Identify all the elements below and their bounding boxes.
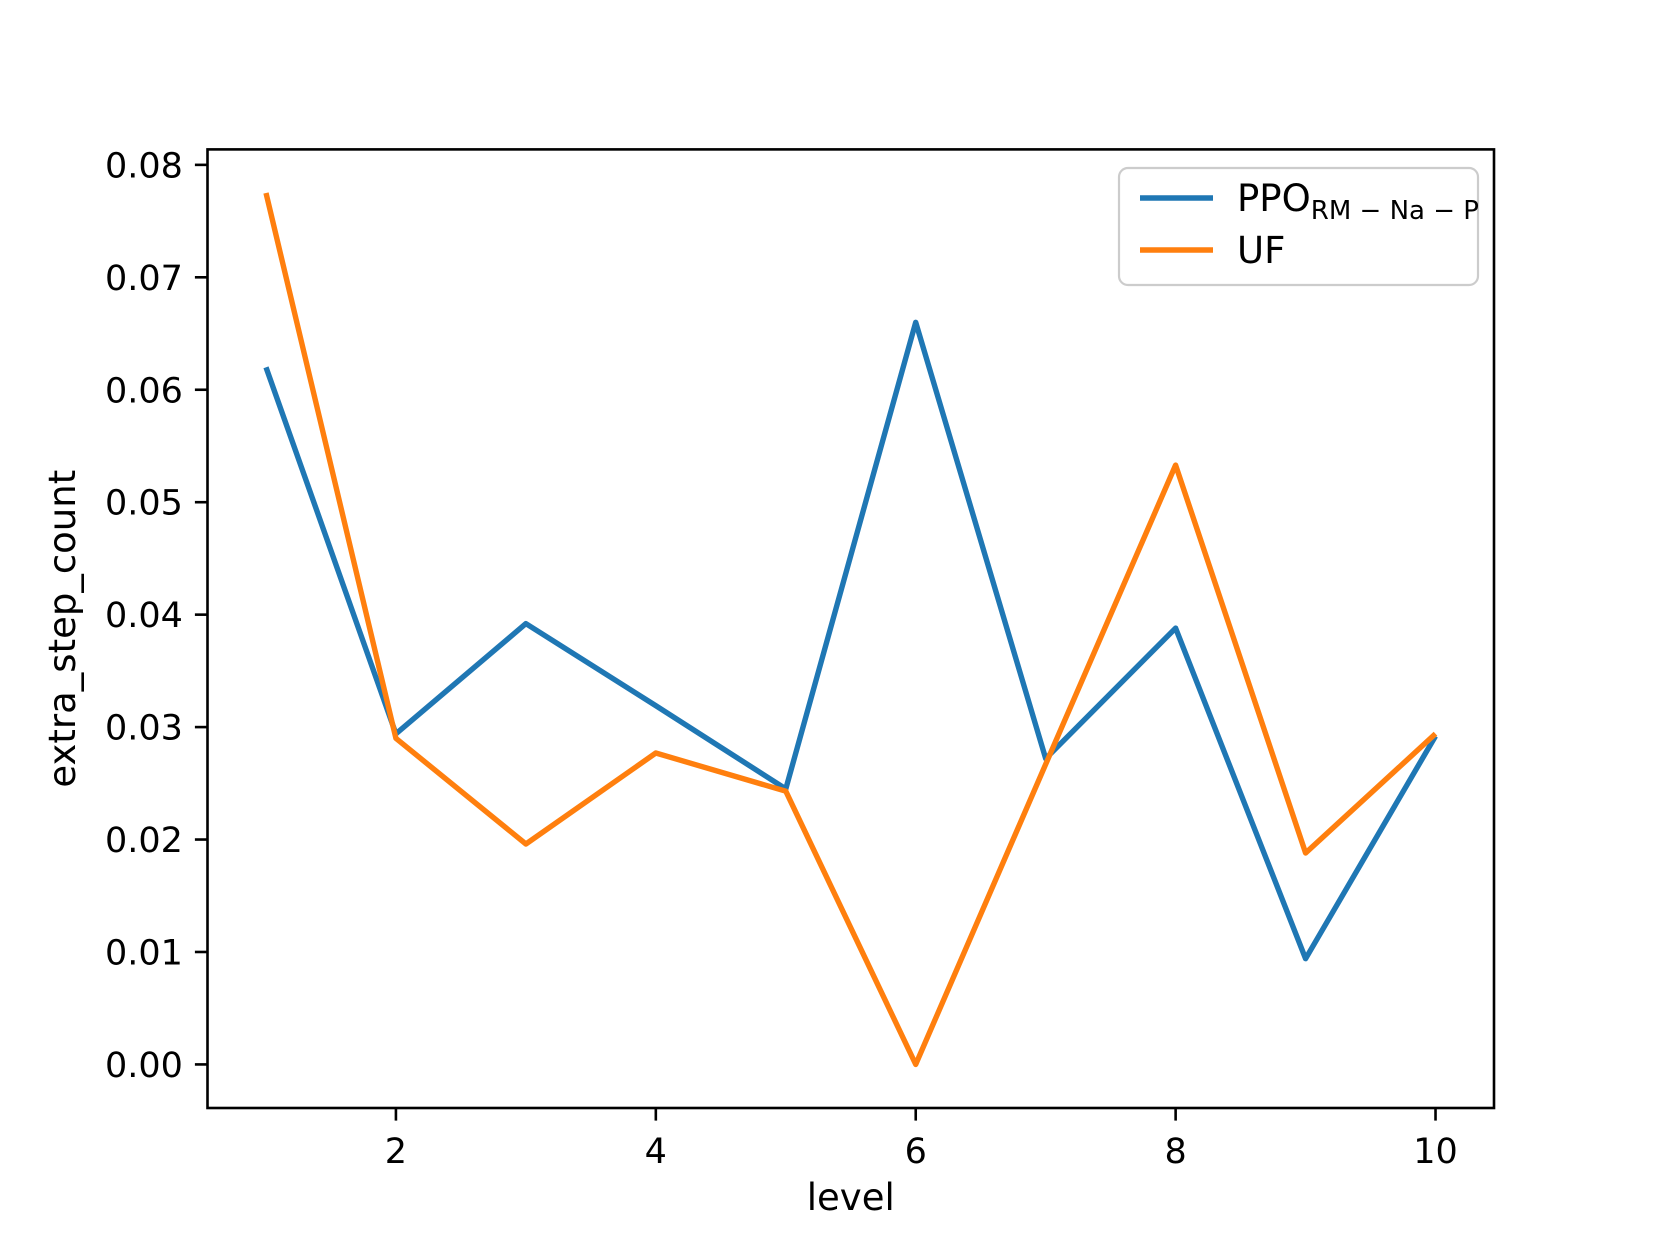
series-lines — [263, 192, 1438, 1068]
y-tick-label: 0.06 — [105, 371, 183, 411]
x-tick-label: 8 — [1164, 1132, 1186, 1172]
x-tick-label: 6 — [905, 1132, 927, 1172]
series-line-uf — [263, 192, 1438, 1068]
legend-label-ppo: PPORM − Na − P — [1237, 177, 1479, 226]
y-tick-label: 0.03 — [105, 709, 183, 749]
x-axis-label: level — [807, 1176, 895, 1219]
legend: PPORM − Na − P UF — [1117, 166, 1480, 287]
y-tick-label: 0.00 — [105, 1046, 183, 1086]
y-tick-label: 0.08 — [105, 146, 183, 186]
legend-label-ppo-base: PPO — [1237, 177, 1311, 220]
y-tick-label: 0.01 — [105, 933, 183, 973]
legend-label-ppo-subscript: RM − Na − P — [1311, 196, 1479, 226]
x-tick-label: 2 — [385, 1132, 407, 1172]
y-tick-label: 0.04 — [105, 596, 183, 636]
series-line-ppo-rm-na-p — [263, 319, 1438, 962]
x-tick-label: 10 — [1413, 1132, 1458, 1172]
x-tick-label: 4 — [645, 1132, 667, 1172]
y-tick-label: 0.07 — [105, 259, 183, 299]
y-axis-label: extra_step_count — [41, 470, 84, 788]
axis-ticks: 2 4 6 8 10 0.00 0.01 0.02 0.03 0.04 0.05 0.06 0.07 0.… — [105, 146, 1458, 1172]
y-tick-label: 0.02 — [105, 821, 183, 861]
y-tick-label: 0.05 — [105, 484, 183, 524]
plot-area — [206, 148, 1496, 1110]
legend-label-uf: UF — [1237, 229, 1285, 272]
